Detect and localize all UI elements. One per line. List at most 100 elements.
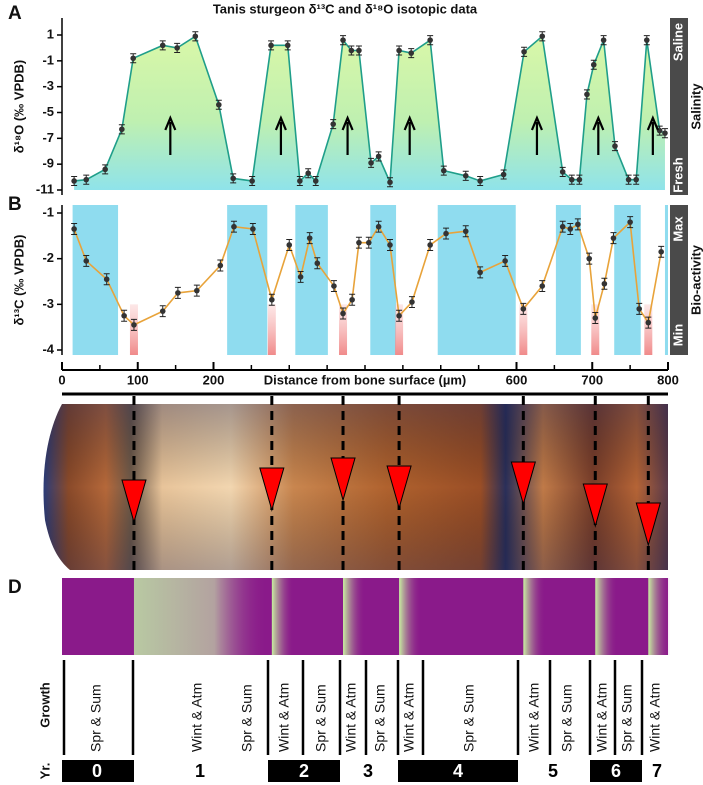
boundary-triangle <box>330 457 356 502</box>
year-label: 0 <box>92 761 102 781</box>
scale-label: Bio-activity <box>688 244 703 315</box>
y-tick-label: -7 <box>42 130 54 145</box>
data-point <box>575 221 581 228</box>
scale-top: Max <box>670 216 685 242</box>
data-point <box>625 176 632 183</box>
y-axis-label: δ¹³C (‰ VPDB) <box>11 235 26 326</box>
data-point <box>567 226 574 232</box>
data-point <box>610 235 617 241</box>
year-header: Yr. <box>37 763 52 780</box>
data-point <box>71 226 77 232</box>
data-point <box>231 223 237 230</box>
data-point <box>216 101 222 108</box>
y-tick-label: -4 <box>42 341 54 356</box>
data-point <box>340 310 346 317</box>
data-point <box>217 262 224 269</box>
band <box>437 205 516 355</box>
minimum-marker <box>339 304 348 355</box>
data-point <box>356 47 362 54</box>
panel-label: A <box>8 3 22 24</box>
minimum-marker <box>519 304 528 355</box>
growth-header: Growth <box>37 682 52 728</box>
growth-label: Spr & Sum <box>88 684 104 752</box>
y-axis-label: δ¹⁸O (‰ VPDB) <box>11 60 26 153</box>
data-point <box>305 170 311 177</box>
arrow <box>592 115 605 155</box>
year-label: 1 <box>195 761 205 781</box>
data-point <box>396 47 402 54</box>
year-label: 2 <box>299 761 309 781</box>
panel-label: D <box>8 577 22 598</box>
data-point <box>286 242 293 248</box>
figure-title: Tanis sturgeon δ¹³C and δ¹⁸O isotopic da… <box>213 1 478 16</box>
growth-fade <box>133 578 268 655</box>
data-point <box>387 242 393 248</box>
data-point <box>314 260 321 267</box>
growth-fade <box>523 578 546 655</box>
data-point <box>83 176 90 183</box>
data-point <box>159 42 166 49</box>
x-tick-label: 800 <box>657 372 679 387</box>
data-point <box>568 176 575 183</box>
data-point <box>306 235 313 241</box>
data-point <box>387 179 393 186</box>
scale-bar <box>670 205 688 355</box>
growth-label: Spr & Sum <box>313 684 329 752</box>
data-point <box>539 283 546 289</box>
data-point <box>375 153 382 160</box>
growth-label: Wint & Atm <box>594 683 610 752</box>
boundary-triangle <box>386 465 412 510</box>
band <box>370 205 397 355</box>
arrow <box>403 115 416 155</box>
data-point <box>130 55 137 62</box>
data-point <box>627 219 633 225</box>
growth-label: Wint & Atm <box>343 683 359 752</box>
data-point <box>592 315 599 321</box>
data-point <box>559 169 566 175</box>
data-point <box>440 167 447 174</box>
data-point <box>297 274 304 280</box>
data-point <box>365 239 372 246</box>
growth-fade <box>343 578 366 655</box>
data-point <box>636 306 643 312</box>
scale-bar <box>670 18 688 195</box>
data-point <box>601 280 608 287</box>
data-point <box>633 176 639 183</box>
data-point <box>340 37 346 43</box>
year-label: 5 <box>548 761 558 781</box>
data-point <box>462 228 469 235</box>
data-point <box>576 176 583 183</box>
y-tick-label: -2 <box>42 250 54 265</box>
data-point <box>590 61 597 68</box>
data-point <box>408 50 415 56</box>
x-axis-label: Distance from bone surface (µm) <box>264 372 467 387</box>
data-point <box>192 33 199 40</box>
data-point <box>662 130 668 136</box>
growth-label: Spr & Sum <box>372 684 388 752</box>
growth-label: Wint & Atm <box>276 683 292 752</box>
growth-label: Spr & Sum <box>461 684 477 752</box>
growth-fade <box>271 578 294 655</box>
arrow <box>164 115 177 155</box>
data-point <box>520 306 527 312</box>
data-point <box>131 322 137 328</box>
data-point <box>119 126 125 133</box>
boundary-triangle <box>259 467 285 512</box>
x-tick-label: 700 <box>581 372 603 387</box>
data-point <box>500 171 507 178</box>
growth-fade <box>595 578 618 655</box>
data-point <box>268 42 274 49</box>
data-point <box>159 308 166 314</box>
panel-label: B <box>8 194 22 215</box>
data-point <box>284 42 291 49</box>
growth-fade <box>648 578 671 655</box>
growth-label: Spr & Sum <box>239 684 255 752</box>
minimum-marker <box>591 304 600 355</box>
x-tick-label: 600 <box>506 372 528 387</box>
y-tick-label: -3 <box>42 296 54 311</box>
minimum-marker <box>267 304 276 355</box>
growth-fade <box>399 578 422 655</box>
data-point <box>331 283 337 289</box>
arrow <box>646 115 659 155</box>
